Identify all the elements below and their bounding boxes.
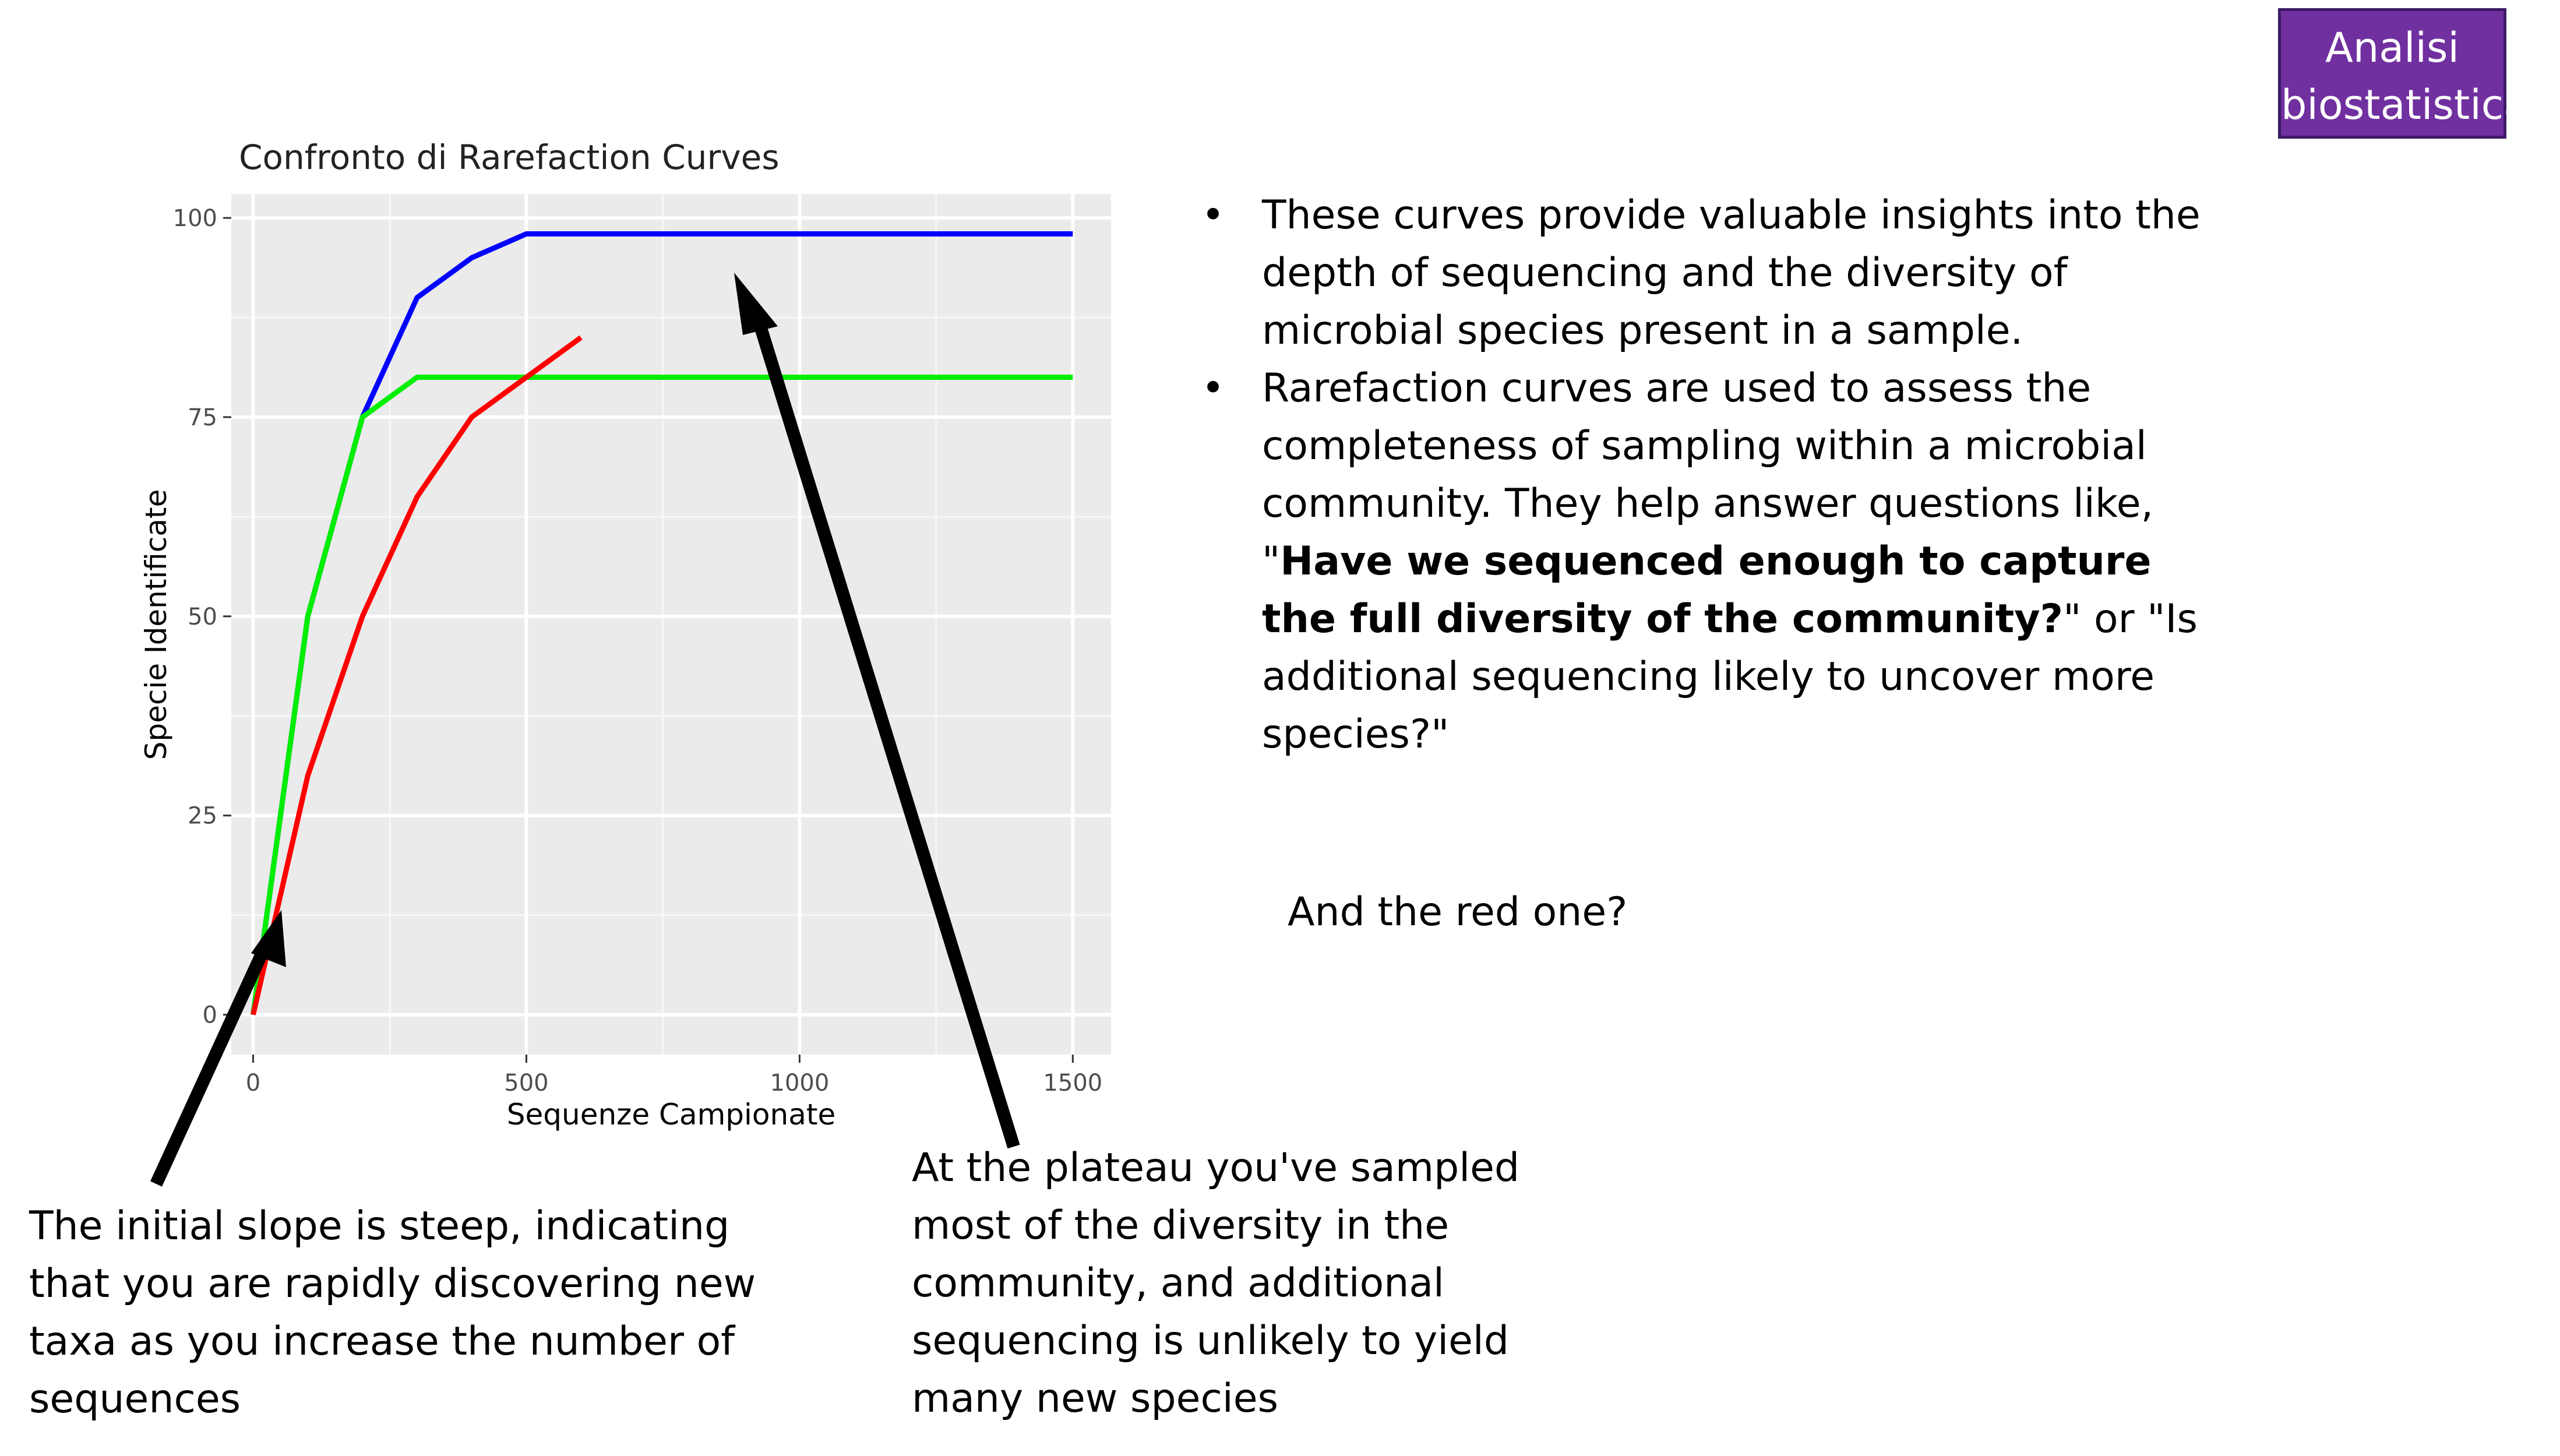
bullet-2-bold: Have we sequenced enough to capture the …	[1262, 538, 2152, 642]
x-axis-label: Sequenze Campionate	[507, 1098, 835, 1131]
major-gridlines	[231, 194, 1111, 1055]
annotation-initial-slope: The initial slope is steep, indicating t…	[29, 1203, 756, 1422]
y-tick-label: 100	[173, 205, 217, 232]
series-line-2	[251, 375, 1073, 1016]
y-tick-label: 50	[188, 604, 217, 630]
bullet-2-text-c: " or "Is additional sequencing likely to…	[1262, 596, 2198, 757]
bullet-1-text: These curves provide valuable insights i…	[1262, 192, 2201, 354]
y-axis-label: Specie Identificate	[139, 489, 173, 760]
y-tick-label: 25	[188, 803, 217, 830]
arrow-right-head	[734, 273, 778, 335]
bullet-list: These curves provide valuable insights i…	[1189, 186, 2206, 763]
x-tick-label: 500	[504, 1070, 548, 1097]
plot-panel	[231, 194, 1111, 1055]
badge-line-2: biostatistica	[2281, 81, 2529, 129]
arrow-left-shaft	[150, 953, 267, 1187]
bullet-item-2: Rarefaction curves are used to assess th…	[1201, 359, 2206, 763]
badge-line-1: Analisi	[2325, 24, 2459, 72]
axes-layer: 0 500 1000 1500 0 25 50 75 100	[173, 205, 1103, 1097]
y-tick-label: 75	[188, 404, 217, 431]
arrow-left-head	[251, 910, 286, 967]
section-badge: Analisi biostatistica	[2278, 8, 2529, 139]
arrows	[150, 273, 1020, 1187]
annotation-plateau: At the plateau you've sampled most of th…	[912, 1145, 1520, 1422]
bullet-2-text-a: Rarefaction curves are used to assess th…	[1262, 365, 2154, 584]
series-layer	[251, 231, 1073, 1016]
chart-title: Confronto di Rarefaction Curves	[239, 138, 780, 177]
bullet-item-1: These curves provide valuable insights i…	[1201, 186, 2206, 359]
x-tick-label: 0	[246, 1070, 260, 1097]
arrow-right-shaft	[754, 324, 1020, 1149]
y-tick-label: 0	[203, 1002, 217, 1029]
x-tick-label: 1000	[770, 1070, 830, 1097]
series-line-3	[251, 335, 583, 1016]
x-tick-label: 1500	[1043, 1070, 1102, 1097]
question-text: And the red one?	[1288, 889, 1628, 935]
